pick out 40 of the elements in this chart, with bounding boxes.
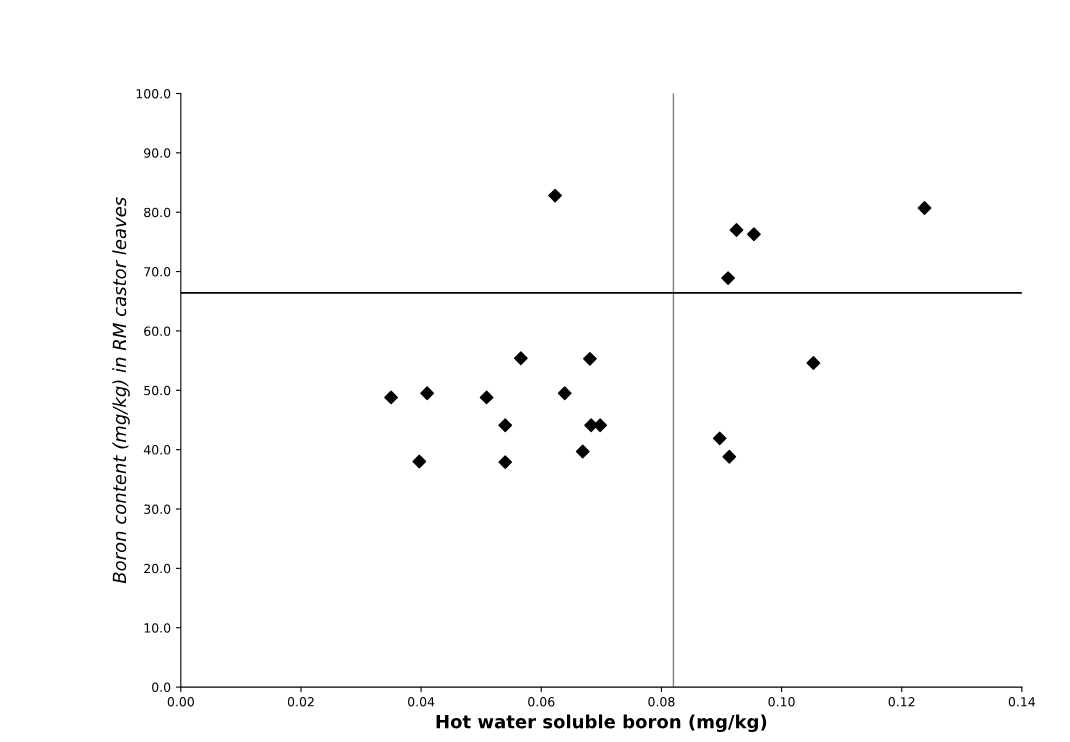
y-tick-label: 40.0 (143, 445, 171, 455)
point (384, 390, 398, 405)
y-tick-label: 100.0 (136, 88, 171, 99)
y-tick-label: 60.0 (144, 326, 171, 336)
point (729, 223, 744, 237)
y-tick-label: 50.0 (144, 385, 171, 396)
y-tick-label: 80.0 (144, 207, 171, 218)
y-tick-label: 30.0 (144, 504, 171, 514)
point (548, 188, 562, 203)
point (722, 449, 737, 464)
point (747, 227, 761, 242)
point (513, 351, 528, 366)
y-axis-title: Boron content (mg/kg) in RM castor leaves (112, 197, 130, 584)
point (498, 418, 513, 433)
y-tick-label: 10.0 (144, 623, 171, 633)
x-tick-label: 0.12 (888, 697, 915, 707)
point (575, 444, 590, 459)
x-tick-label: 0.14 (1008, 697, 1036, 707)
x-tick-label: 0.02 (287, 697, 314, 707)
point (557, 386, 572, 401)
point (917, 201, 932, 215)
point (593, 418, 608, 433)
y-tick-label: 0.0 (152, 682, 171, 693)
x-tick-label: 0.00 (167, 697, 194, 707)
x-tick-label: 0.10 (768, 697, 795, 707)
x-tick-label: 0.04 (408, 697, 435, 707)
point (420, 386, 435, 401)
point (712, 431, 727, 446)
y-tick-label: 70.0 (144, 267, 171, 277)
x-tick-label: 0.06 (528, 697, 555, 707)
point (479, 390, 494, 405)
x-tick-label: 0.08 (648, 697, 675, 707)
point (498, 455, 513, 470)
x-axis-title: Hot water soluble boron (mg/kg) (436, 714, 767, 733)
y-tick-label: 20.0 (144, 563, 171, 574)
y-tick-label: 90.0 (144, 148, 171, 158)
point (583, 351, 597, 366)
point (412, 454, 427, 469)
point (806, 356, 821, 370)
point (721, 271, 735, 286)
